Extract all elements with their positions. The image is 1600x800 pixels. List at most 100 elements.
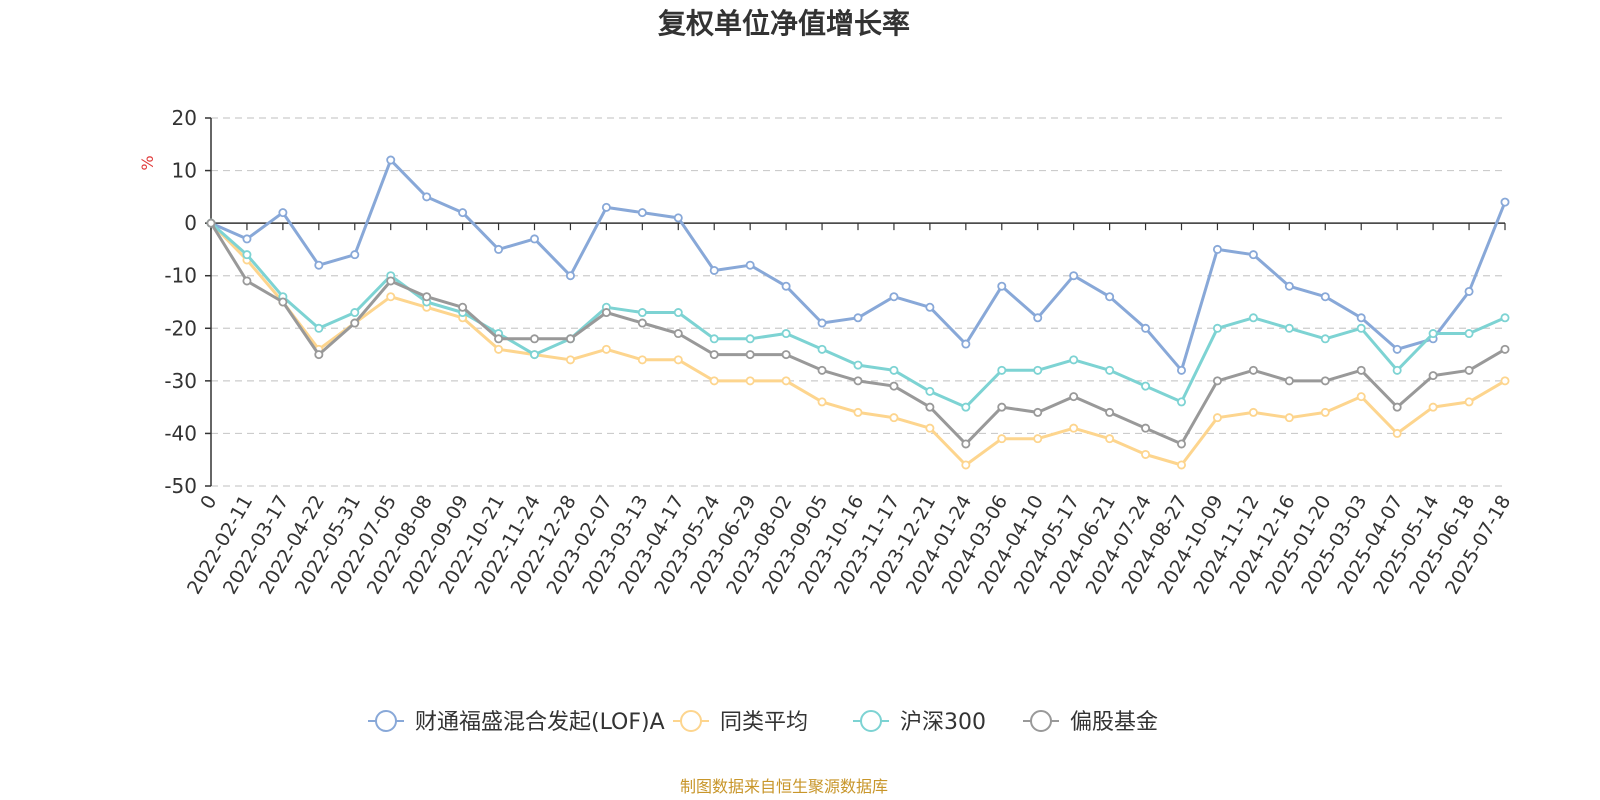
y-tick-label: 10 bbox=[172, 159, 197, 183]
y-tick-label: -20 bbox=[164, 316, 197, 340]
data-point bbox=[1069, 392, 1079, 402]
data-point bbox=[1392, 344, 1402, 354]
y-axis-unit: % bbox=[138, 155, 157, 170]
data-point bbox=[673, 329, 683, 339]
data-point bbox=[637, 355, 647, 365]
data-point bbox=[1356, 392, 1366, 402]
data-point bbox=[781, 376, 791, 386]
data-point bbox=[565, 271, 575, 281]
legend-item[interactable]: 同类平均 bbox=[673, 710, 808, 735]
data-point bbox=[1033, 365, 1043, 375]
data-point bbox=[817, 318, 827, 328]
legend[interactable]: 财通福盛混合发起(LOF)A 同类平均 沪深300 偏股基金 bbox=[368, 710, 1158, 735]
data-point bbox=[1105, 365, 1115, 375]
data-point bbox=[386, 276, 396, 286]
data-point bbox=[242, 276, 252, 286]
data-point bbox=[1141, 423, 1151, 433]
data-point bbox=[673, 355, 683, 365]
data-point bbox=[494, 334, 504, 344]
data-point bbox=[1105, 292, 1115, 302]
legend-label: 财通福盛混合发起(LOF)A bbox=[415, 710, 665, 735]
legend-label: 沪深300 bbox=[900, 710, 986, 735]
data-point bbox=[601, 308, 611, 318]
data-point bbox=[1033, 407, 1043, 417]
data-point bbox=[530, 350, 540, 360]
data-point bbox=[925, 423, 935, 433]
data-point bbox=[1464, 329, 1474, 339]
series-line bbox=[209, 222, 1506, 467]
data-point bbox=[781, 350, 791, 360]
data-point bbox=[1248, 313, 1258, 323]
data-point bbox=[889, 292, 899, 302]
y-tick-label: -10 bbox=[164, 264, 197, 288]
data-point bbox=[889, 381, 899, 391]
data-point bbox=[1105, 434, 1115, 444]
data-point bbox=[1177, 365, 1187, 375]
data-point bbox=[745, 334, 755, 344]
series-line bbox=[210, 158, 1507, 372]
data-point bbox=[278, 208, 288, 218]
data-point bbox=[1320, 292, 1330, 302]
data-point bbox=[997, 402, 1007, 412]
data-point bbox=[997, 365, 1007, 375]
data-point bbox=[1069, 355, 1079, 365]
data-point bbox=[494, 244, 504, 254]
data-point bbox=[1428, 402, 1438, 412]
series-group bbox=[206, 155, 1510, 470]
y-tick-label: 0 bbox=[184, 211, 197, 235]
data-point bbox=[637, 208, 647, 218]
data-point bbox=[709, 376, 719, 386]
data-point bbox=[1212, 323, 1222, 333]
data-point bbox=[1284, 376, 1294, 386]
legend-item[interactable]: 沪深300 bbox=[853, 710, 986, 735]
data-point bbox=[1248, 365, 1258, 375]
data-point bbox=[458, 208, 468, 218]
data-point bbox=[709, 350, 719, 360]
data-point bbox=[745, 376, 755, 386]
data-point bbox=[1464, 365, 1474, 375]
data-point bbox=[925, 386, 935, 396]
data-point bbox=[961, 460, 971, 470]
data-point bbox=[961, 439, 971, 449]
data-point bbox=[601, 344, 611, 354]
legend-marker bbox=[680, 710, 702, 732]
y-tick-label: -50 bbox=[164, 474, 197, 498]
data-point bbox=[1177, 460, 1187, 470]
data-point bbox=[1212, 244, 1222, 254]
data-point bbox=[925, 402, 935, 412]
data-point bbox=[1284, 281, 1294, 291]
data-point bbox=[530, 334, 540, 344]
data-point bbox=[961, 339, 971, 349]
data-point bbox=[997, 281, 1007, 291]
data-point bbox=[1177, 397, 1187, 407]
data-point bbox=[206, 218, 216, 228]
legend-item[interactable]: 偏股基金 bbox=[1023, 710, 1158, 735]
data-point bbox=[386, 155, 396, 165]
data-point bbox=[817, 397, 827, 407]
data-point bbox=[1428, 371, 1438, 381]
data-point bbox=[530, 234, 540, 244]
data-point bbox=[565, 355, 575, 365]
legend-marker bbox=[1030, 710, 1052, 732]
chart-title: 复权单位净值增长率 bbox=[658, 7, 910, 40]
data-point bbox=[1177, 439, 1187, 449]
legend-item[interactable]: 财通福盛混合发起(LOF)A bbox=[368, 710, 665, 735]
y-tick-label: -30 bbox=[164, 369, 197, 393]
data-point bbox=[1141, 323, 1151, 333]
data-point bbox=[1356, 313, 1366, 323]
data-point bbox=[350, 250, 360, 260]
data-point bbox=[314, 323, 324, 333]
data-point bbox=[1392, 428, 1402, 438]
data-point bbox=[1284, 323, 1294, 333]
data-point bbox=[1392, 365, 1402, 375]
data-point bbox=[853, 376, 863, 386]
data-point bbox=[781, 281, 791, 291]
data-point bbox=[350, 308, 360, 318]
data-point bbox=[1356, 365, 1366, 375]
legend-label: 同类平均 bbox=[720, 710, 808, 735]
data-point bbox=[853, 313, 863, 323]
data-point bbox=[1356, 323, 1366, 333]
y-tick-label: 20 bbox=[172, 106, 197, 130]
data-point bbox=[1248, 250, 1258, 260]
data-point bbox=[242, 250, 252, 260]
